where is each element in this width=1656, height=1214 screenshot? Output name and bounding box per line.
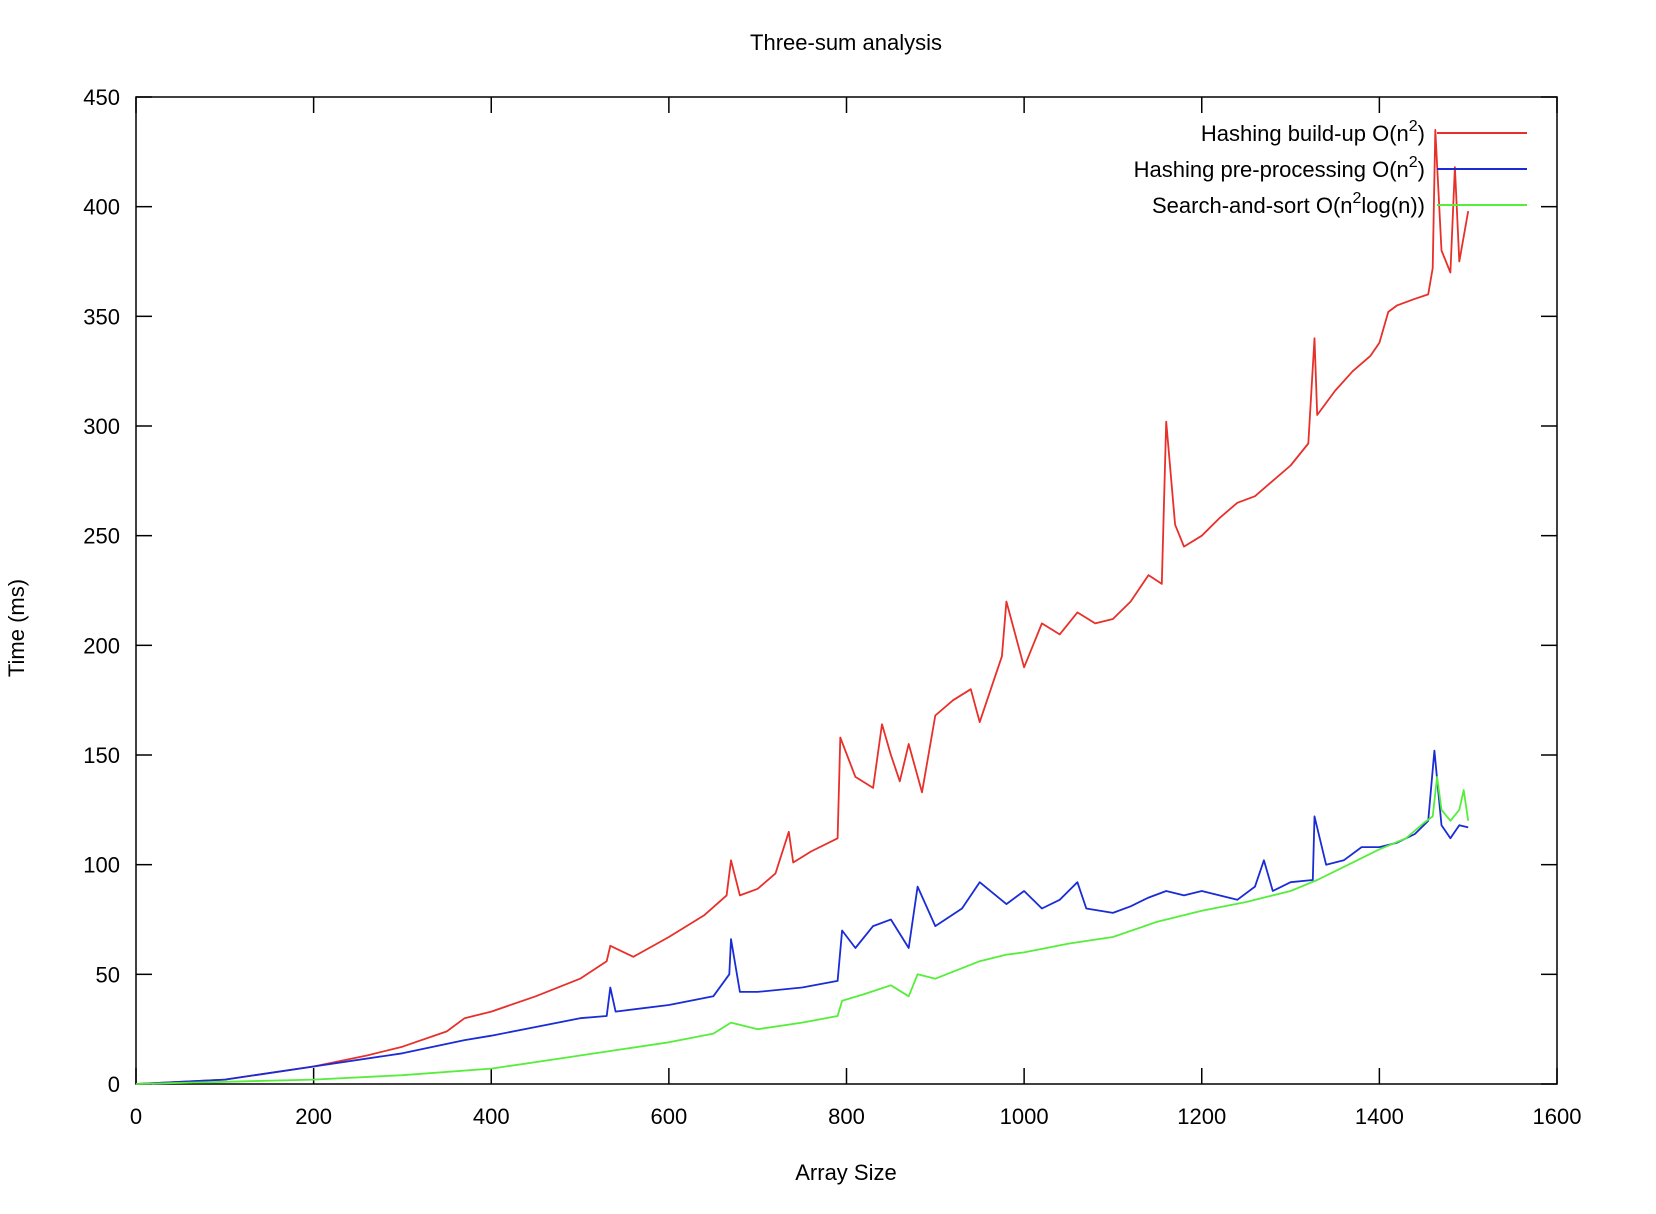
series-line-2 <box>135 749 1469 1085</box>
series-lines <box>135 128 1470 1085</box>
x-tick-label: 0 <box>130 1104 142 1129</box>
y-tick-label: 0 <box>108 1072 120 1097</box>
legend-text: Hashing pre-processing O(n <box>1134 157 1409 182</box>
chart-title: Three-sum analysis <box>750 30 942 55</box>
legend-label-2: Hashing pre-processing O(n2) <box>1134 154 1425 182</box>
y-tick-label: 250 <box>83 524 120 549</box>
x-tick-label: 200 <box>295 1104 332 1129</box>
legend-text: Hashing build-up O(n <box>1201 121 1409 146</box>
x-tick-label: 800 <box>828 1104 865 1129</box>
x-axis-label: Array Size <box>795 1160 896 1185</box>
legend-label-1: Hashing build-up O(n2) <box>1201 118 1425 146</box>
legend: Hashing build-up O(n2)Hashing pre-proces… <box>1134 118 1527 218</box>
y-tick-label: 100 <box>83 853 120 878</box>
y-tick-label: 200 <box>83 633 120 658</box>
x-tick-label: 400 <box>473 1104 510 1129</box>
x-tick-label: 1600 <box>1533 1104 1582 1129</box>
x-tick-label: 1400 <box>1355 1104 1404 1129</box>
legend-superscript: 2 <box>1353 190 1362 207</box>
y-axis-label: Time (ms) <box>4 579 29 677</box>
y-tick-label: 50 <box>96 962 120 987</box>
legend-superscript: 2 <box>1409 154 1418 171</box>
legend-text-tail: log(n)) <box>1361 193 1425 218</box>
y-tick-label: 350 <box>83 304 120 329</box>
y-tick-label: 450 <box>83 85 120 110</box>
y-tick-label: 400 <box>83 195 120 220</box>
axis-ticks: 0 200 400 600 800 1000 1200 1400 1600 0 50 100 150 20… <box>83 85 1581 1129</box>
series-line-1 <box>135 128 1470 1085</box>
x-tick-label: 1000 <box>1000 1104 1049 1129</box>
y-tick-label: 150 <box>83 743 120 768</box>
legend-superscript: 2 <box>1409 118 1418 135</box>
legend-text: Search-and-sort O(n <box>1152 193 1353 218</box>
y-tick-label: 300 <box>83 414 120 439</box>
series-line-3 <box>135 776 1470 1085</box>
x-tick-label: 1200 <box>1177 1104 1226 1129</box>
legend-text-tail: ) <box>1418 157 1425 182</box>
legend-text-tail: ) <box>1418 121 1425 146</box>
legend-label-3: Search-and-sort O(n2log(n)) <box>1152 190 1425 218</box>
x-tick-label: 600 <box>651 1104 688 1129</box>
